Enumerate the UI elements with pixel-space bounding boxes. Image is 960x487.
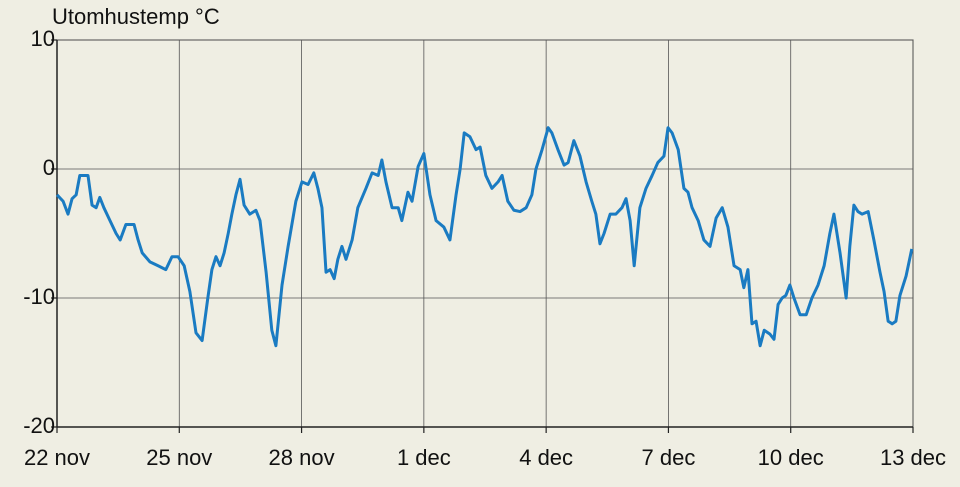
plot-frame	[56, 39, 914, 428]
x-tick-label: 13 dec	[880, 445, 946, 470]
chart-title: Utomhustemp °C	[52, 4, 220, 29]
x-tick-label: 10 dec	[758, 445, 824, 470]
y-tick-label: -20	[23, 413, 55, 438]
y-tick-label: 0	[43, 155, 55, 180]
x-tick-label: 22 nov	[24, 445, 90, 470]
x-tick-label: 4 dec	[519, 445, 573, 470]
x-tick-label: 25 nov	[146, 445, 212, 470]
x-tick-label: 28 nov	[269, 445, 335, 470]
line-series	[55, 126, 914, 348]
y-tick-label: 10	[31, 26, 55, 51]
x-tick-label: 1 dec	[397, 445, 451, 470]
y-tick-label: -10	[23, 284, 55, 309]
x-tick-label: 7 dec	[642, 445, 696, 470]
